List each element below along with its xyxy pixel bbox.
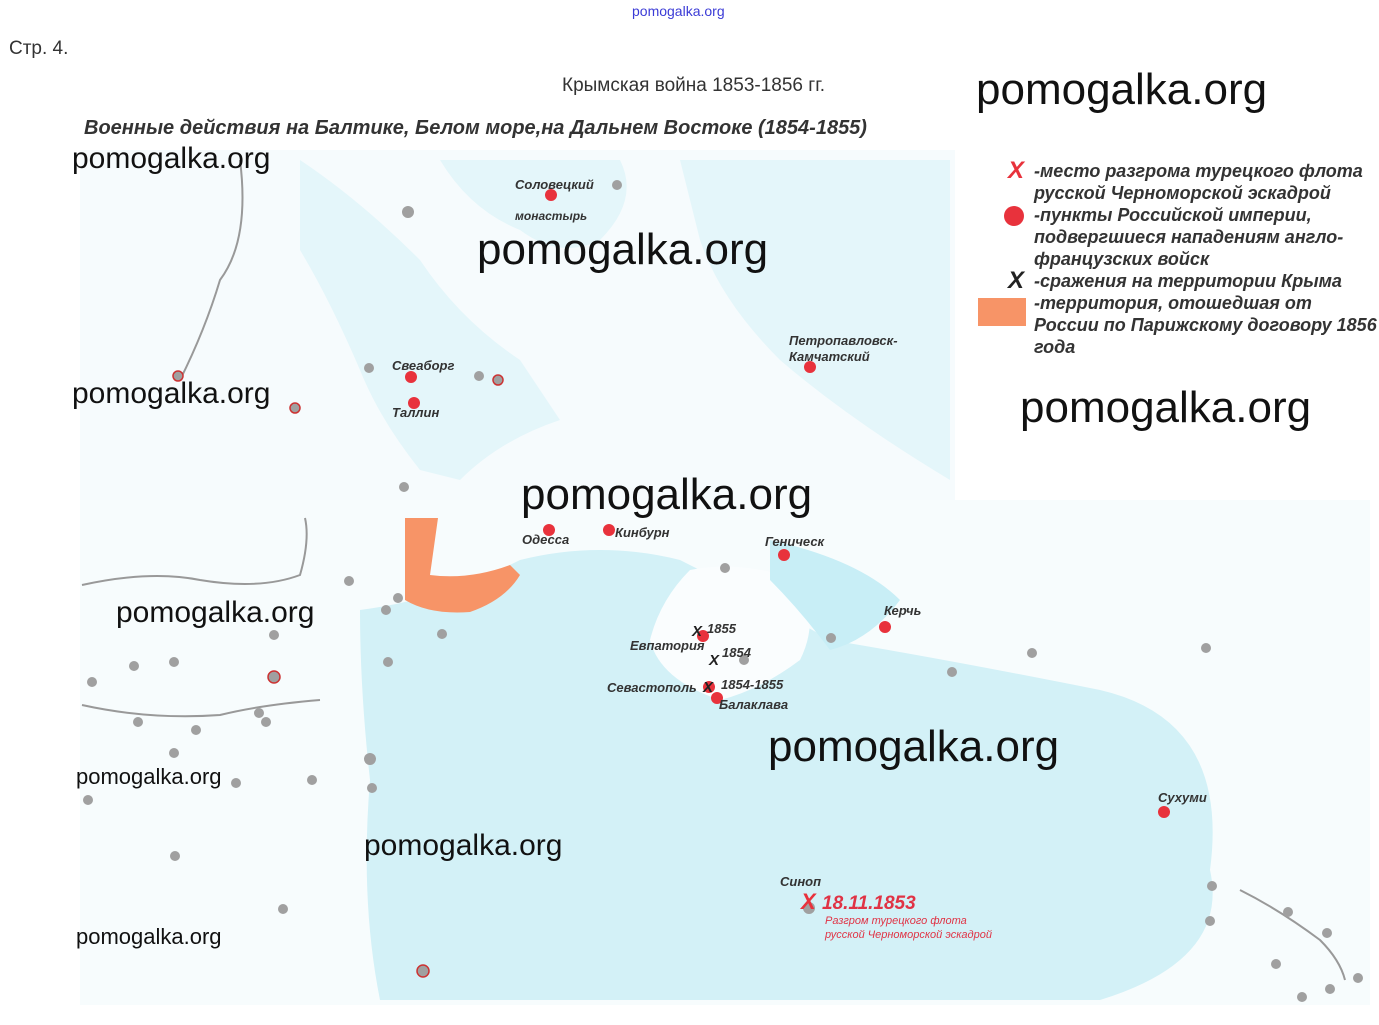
watermark: pomogalka.org	[76, 924, 222, 949]
city-label-kinburn: Кинбурн	[615, 525, 670, 540]
map-subtitle: Военные действия на Балтике, Белом море,…	[84, 117, 867, 139]
watermark: pomogalka.org	[116, 596, 315, 629]
city-label-kerch: Керчь	[884, 603, 922, 618]
white-sea	[440, 160, 627, 248]
watermark: pomogalka.org	[477, 225, 769, 274]
city-label-genichesk: Геническ	[765, 534, 825, 549]
battle-year-sevastopol: 1854-1855	[721, 677, 784, 692]
battle-year-evpatoria: 1855	[707, 621, 736, 636]
page-title: Крымская война 1853-1856 гг.	[562, 75, 826, 96]
page-number: Стр. 4.	[9, 38, 69, 59]
city-label-sveaborg: Свеаборг	[392, 358, 455, 373]
city-label-solovki-2: монастырь	[515, 209, 588, 223]
red-dot-icon	[1004, 206, 1024, 226]
city-label-tallinn: Таллин	[392, 405, 440, 420]
legend-text: -пункты Российской империи, подвергшиеся…	[1034, 205, 1344, 269]
sinop-battle-date: 18.11.1853	[822, 893, 916, 914]
crimea	[650, 566, 810, 700]
battle-markers: X X X X	[691, 623, 817, 914]
red-x-icon: X	[1008, 157, 1025, 184]
legend-text: -сражения на территории Крыма	[1034, 271, 1342, 291]
capital-markers	[172, 370, 504, 978]
watermark: pomogalka.org	[521, 470, 813, 519]
legend-text: -место разгрома турецкого флота русской …	[1034, 161, 1363, 203]
watermark: pomogalka.org	[76, 764, 222, 789]
legend-item-attacked: -пункты Российской империи, подвергшиеся…	[978, 204, 1378, 270]
battle-x-sevastopol: X	[702, 679, 714, 696]
orange-square-icon	[978, 298, 1026, 326]
city-label-petropavlovsk: Петропавловск-	[789, 333, 898, 348]
battle-x-alma: X	[708, 652, 720, 669]
city-label-petropavlovsk-2: Камчатский	[789, 349, 870, 364]
city-label-sinop: Синоп	[780, 874, 822, 889]
black-x-icon: X	[1008, 267, 1025, 294]
map-legend: X -место разгрома турецкого флота русско…	[978, 157, 1378, 358]
watermark: pomogalka.org	[364, 829, 563, 862]
battle-x-evpatoria: X	[691, 623, 703, 640]
city-label-odessa: Одесса	[522, 532, 570, 547]
watermark: pomogalka.org	[72, 377, 271, 410]
defeat-x-sinop: X	[799, 889, 817, 914]
legend-text: -территория, отошедшая от России по Пари…	[1034, 293, 1377, 357]
battle-year-alma: 1854	[722, 645, 751, 660]
watermark: pomogalka.org	[768, 722, 1060, 771]
attacked-point-markers	[405, 189, 1170, 818]
watermark: pomogalka.org	[1020, 383, 1312, 432]
city-label-evpatoria: Евпатория	[630, 638, 705, 653]
city-label-sevastopol: Севастополь	[607, 680, 697, 695]
city-label-sukhumi: Сухуми	[1158, 790, 1207, 805]
legend-item-ceded: -территория, отошедшая от России по Пари…	[978, 292, 1378, 358]
baltic-sea	[300, 160, 560, 480]
sea-of-azov	[770, 540, 900, 650]
black-sea	[360, 550, 1213, 1000]
okhotsk-sea	[680, 160, 950, 480]
city-label-solovki: Соловецкий	[515, 177, 594, 192]
legend-item-battle: X -сражения на территории Крыма	[978, 267, 1378, 294]
watermark: pomogalka.org	[72, 142, 271, 175]
watermark: pomogalka.org	[976, 65, 1268, 114]
city-label-balaklava: Балаклава	[719, 697, 789, 712]
top-watermark: pomogalka.org	[632, 3, 725, 19]
ceded-territory-bessarabia	[405, 518, 520, 613]
legend-item-defeat: X -место разгрома турецкого флота русско…	[978, 157, 1378, 204]
sinop-battle-description: Разгром турецкого флота русской Черномор…	[825, 915, 992, 941]
